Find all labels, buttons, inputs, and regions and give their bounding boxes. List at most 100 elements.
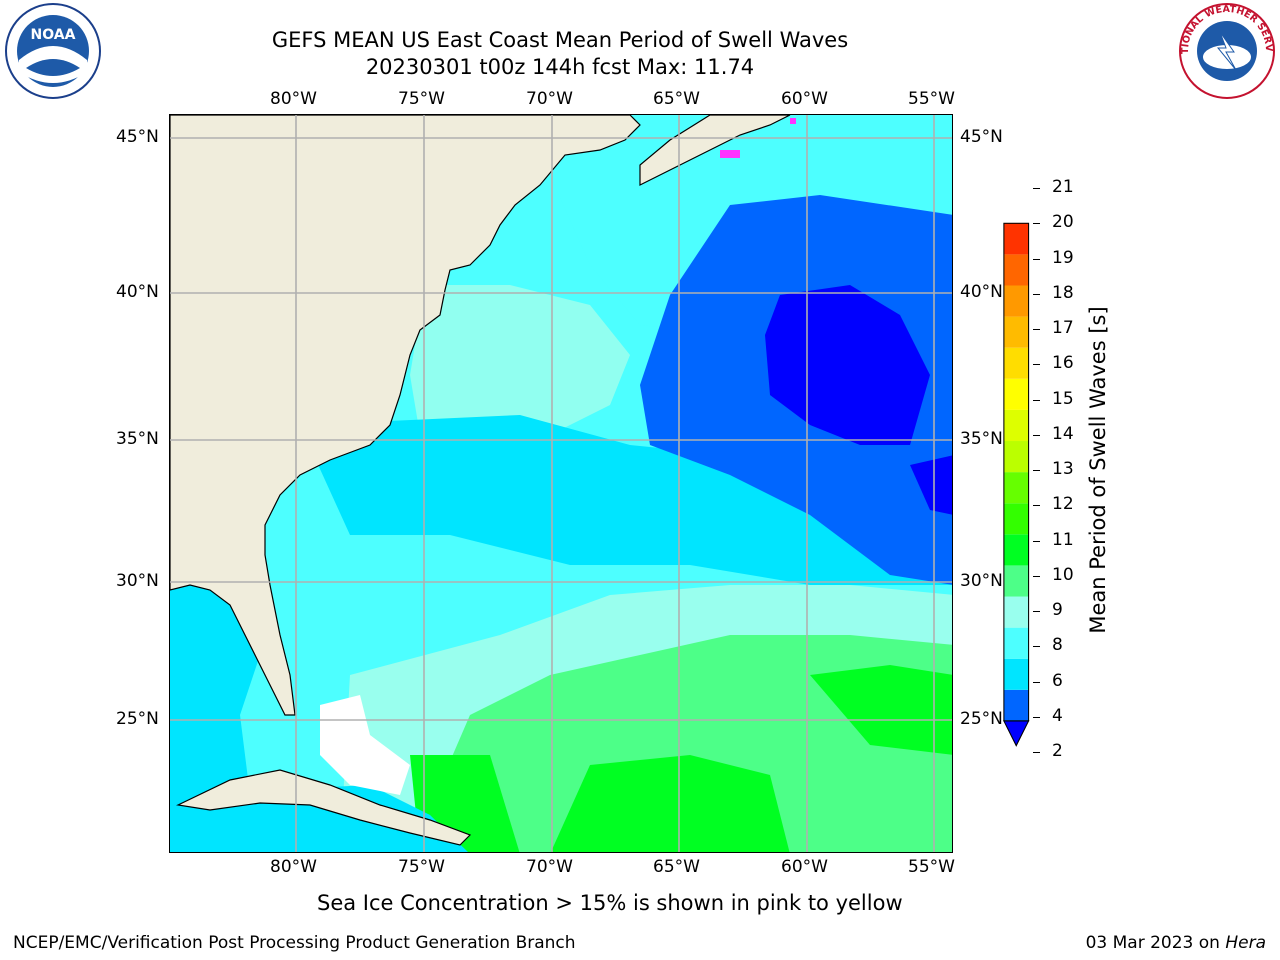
footer-host: Hera xyxy=(1225,933,1266,953)
colorbar-segment xyxy=(1003,534,1029,566)
colorbar-tick-label: 2 xyxy=(1052,741,1063,761)
lon-label-bottom: 60°W xyxy=(781,857,828,877)
lon-label-top: 70°W xyxy=(526,89,573,109)
lat-label-right: 35°N xyxy=(960,429,1003,449)
colorbar-segment xyxy=(1003,409,1029,442)
us-east-coast-land xyxy=(170,115,641,716)
colorbar-tick-mark xyxy=(1033,223,1040,225)
colorbar-tick-mark xyxy=(1033,681,1040,683)
colorbar-tick-label: 12 xyxy=(1052,494,1074,515)
colorbar-tick-mark xyxy=(1033,258,1040,260)
colorbar-label: Mean Period of Swell Waves [s] xyxy=(1086,306,1110,634)
colorbar-segment xyxy=(1003,441,1029,473)
lon-label-top: 65°W xyxy=(653,89,700,109)
swell-region-10-11 xyxy=(810,665,952,755)
colorbar-tick-label: 20 xyxy=(1052,212,1074,233)
swell-region-8-9 xyxy=(410,285,630,445)
colorbar-tick-label: 4 xyxy=(1052,705,1063,726)
lon-label-bottom: 55°W xyxy=(908,857,955,877)
swell-region-4-6 xyxy=(300,415,952,585)
lat-label-left: 30°N xyxy=(116,571,159,591)
colorbar-tick-mark xyxy=(1033,399,1040,401)
colorbar-tick-mark xyxy=(1033,505,1040,507)
colorbar-segment xyxy=(1003,254,1029,286)
nova-scotia-land xyxy=(639,115,791,186)
chart-title: GEFS MEAN US East Coast Mean Period of S… xyxy=(271,28,849,52)
colorbar-tick-mark xyxy=(1033,611,1040,612)
colorbar-segment xyxy=(1003,689,1029,721)
lon-label-bottom: 75°W xyxy=(398,857,445,877)
colorbar-segment xyxy=(1003,347,1029,379)
chart-subtitle: 20230301 t00z 144h fcst Max: 11.74 xyxy=(365,55,755,79)
colorbar xyxy=(1003,222,1030,747)
map-panel xyxy=(169,114,953,853)
colorbar-tick-label: 10 xyxy=(1052,564,1074,585)
nws-logo: NATIONAL WEATHER SERVICE xyxy=(1174,0,1276,100)
colorbar-segment xyxy=(1003,285,1029,317)
colorbar-tick-mark xyxy=(1033,188,1040,189)
swell-region-below-2 xyxy=(910,455,952,515)
swell-region-9-10 xyxy=(410,635,952,852)
colorbar-tick-label: 11 xyxy=(1052,529,1074,550)
footer-credit: NCEP/EMC/Verification Post Processing Pr… xyxy=(13,933,576,953)
colorbar-tick-mark xyxy=(1033,434,1040,436)
colorbar-segment xyxy=(1003,503,1029,535)
colorbar-tick-label: 15 xyxy=(1052,388,1074,409)
colorbar-segment xyxy=(1003,316,1029,348)
sea-ice-patch xyxy=(720,150,740,158)
lat-label-right: 30°N xyxy=(960,571,1003,591)
colorbar-tick-label: 8 xyxy=(1052,635,1063,656)
colorbar-tick-label: 14 xyxy=(1052,423,1074,444)
colorbar-segment xyxy=(1003,472,1029,504)
colorbar-tick-mark xyxy=(1033,575,1040,577)
sea-ice-note: Sea Ice Concentration > 15% is shown in … xyxy=(317,891,903,915)
lat-label-left: 35°N xyxy=(116,429,159,449)
footer-date: 03 Mar 2023 on Hera xyxy=(1086,933,1266,953)
swell-period-map xyxy=(170,115,952,852)
colorbar-tick-label: 21 xyxy=(1052,177,1074,197)
colorbar-tick-label: 6 xyxy=(1052,670,1063,691)
swell-region-4-6 xyxy=(170,585,260,795)
lat-label-right: 40°N xyxy=(960,282,1003,302)
lon-label-top: 55°W xyxy=(908,89,955,109)
sea-ice-patch xyxy=(790,118,796,124)
swell-region-10-11 xyxy=(550,755,790,852)
colorbar-segment xyxy=(1003,223,1029,255)
colorbar-tick-mark xyxy=(1033,646,1040,648)
noaa-logo-text: NOAA xyxy=(31,27,76,43)
lat-label-left: 25°N xyxy=(116,709,159,729)
colorbar-tick-label: 18 xyxy=(1052,282,1074,303)
noaa-logo: NOAA xyxy=(4,2,102,100)
colorbar-tick-label: 16 xyxy=(1052,353,1074,374)
colorbar-tick-mark xyxy=(1033,716,1040,718)
lat-label-right: 25°N xyxy=(960,709,1003,729)
colorbar-tick-mark xyxy=(1033,470,1040,471)
colorbar-tick-mark xyxy=(1033,364,1040,366)
graticule xyxy=(170,115,952,852)
colorbar-tick-mark xyxy=(1033,752,1040,753)
colorbar-segment xyxy=(1003,596,1029,628)
colorbar-tick-label: 19 xyxy=(1052,247,1074,268)
colorbar-segment xyxy=(1003,378,1029,410)
lon-label-bottom: 80°W xyxy=(270,857,317,877)
colorbar-tick-label: 9 xyxy=(1052,600,1063,620)
lon-label-bottom: 65°W xyxy=(653,857,700,877)
colorbar-extend-triangle xyxy=(1003,720,1030,747)
cuba-land xyxy=(176,769,472,846)
lat-label-left: 40°N xyxy=(116,282,159,302)
colorbar-tick-mark xyxy=(1033,293,1040,295)
colorbar-tick-label: 13 xyxy=(1052,459,1074,479)
lat-label-left: 45°N xyxy=(116,127,159,147)
colorbar-segment xyxy=(1003,627,1029,659)
colorbar-tick-mark xyxy=(1033,329,1040,330)
lon-label-bottom: 70°W xyxy=(526,857,573,877)
colorbar-tick-mark xyxy=(1033,540,1040,542)
lon-label-top: 80°W xyxy=(270,89,317,109)
colorbar-tick-label: 17 xyxy=(1052,318,1074,338)
lon-label-top: 60°W xyxy=(781,89,828,109)
lon-label-top: 75°W xyxy=(398,89,445,109)
colorbar-segment xyxy=(1003,658,1029,690)
footer-date-text: 03 Mar 2023 on xyxy=(1085,933,1226,953)
colorbar-segment xyxy=(1003,565,1029,597)
lat-label-right: 45°N xyxy=(960,127,1003,147)
